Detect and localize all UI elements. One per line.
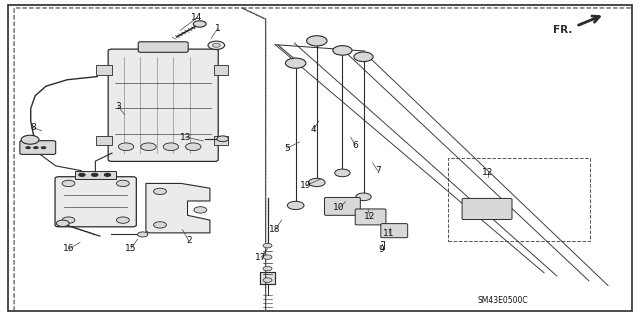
FancyBboxPatch shape <box>381 224 408 238</box>
Text: 5: 5 <box>284 144 289 153</box>
Circle shape <box>62 180 75 187</box>
FancyBboxPatch shape <box>355 209 386 225</box>
Circle shape <box>21 135 39 144</box>
Circle shape <box>92 173 98 176</box>
FancyBboxPatch shape <box>20 141 56 154</box>
Circle shape <box>193 21 206 27</box>
Circle shape <box>141 143 156 151</box>
Circle shape <box>33 146 38 149</box>
Circle shape <box>356 193 371 201</box>
Bar <box>214 136 228 145</box>
Circle shape <box>287 201 304 210</box>
Circle shape <box>79 173 85 176</box>
Bar <box>75 171 116 179</box>
Circle shape <box>118 143 134 151</box>
Circle shape <box>56 220 69 226</box>
Text: 7: 7 <box>375 166 380 175</box>
Circle shape <box>208 41 225 49</box>
Text: 6: 6 <box>353 141 358 150</box>
Circle shape <box>217 136 228 142</box>
Circle shape <box>263 243 272 248</box>
Text: FR.: FR. <box>554 25 573 35</box>
Circle shape <box>154 188 166 195</box>
Text: 8: 8 <box>31 123 36 132</box>
Text: 9: 9 <box>378 245 383 254</box>
Circle shape <box>263 266 272 271</box>
Circle shape <box>186 143 201 151</box>
Text: 12: 12 <box>364 212 376 221</box>
Text: 14: 14 <box>191 13 203 22</box>
Circle shape <box>104 173 111 176</box>
Circle shape <box>307 36 327 46</box>
Bar <box>448 158 590 241</box>
Circle shape <box>285 58 306 68</box>
Circle shape <box>116 180 129 187</box>
Bar <box>214 65 228 75</box>
Text: 3: 3 <box>116 102 121 111</box>
Text: SM43E0500C: SM43E0500C <box>477 296 528 305</box>
Text: 13: 13 <box>180 133 191 142</box>
Text: 19: 19 <box>300 181 312 190</box>
Text: 4: 4 <box>311 125 316 134</box>
FancyBboxPatch shape <box>324 197 360 215</box>
FancyBboxPatch shape <box>138 42 188 52</box>
Circle shape <box>41 146 46 149</box>
Text: 17: 17 <box>255 253 267 262</box>
Text: 12: 12 <box>482 168 493 177</box>
Circle shape <box>194 207 207 213</box>
Circle shape <box>212 43 220 47</box>
Circle shape <box>163 143 179 151</box>
Polygon shape <box>146 183 210 233</box>
Circle shape <box>116 217 129 223</box>
Text: 2: 2 <box>186 236 191 245</box>
Text: 18: 18 <box>269 225 281 234</box>
Bar <box>96 65 112 75</box>
Circle shape <box>62 217 75 223</box>
FancyBboxPatch shape <box>108 49 218 161</box>
Text: 11: 11 <box>383 229 395 238</box>
FancyBboxPatch shape <box>55 177 136 227</box>
Text: 15: 15 <box>125 244 137 253</box>
Circle shape <box>26 146 31 149</box>
Bar <box>96 136 112 145</box>
Text: 1: 1 <box>215 24 220 33</box>
Circle shape <box>263 278 272 282</box>
Circle shape <box>138 232 148 237</box>
FancyBboxPatch shape <box>462 198 512 219</box>
Circle shape <box>263 255 272 259</box>
Circle shape <box>333 46 352 55</box>
Text: 10: 10 <box>333 204 345 212</box>
Circle shape <box>354 52 373 62</box>
Circle shape <box>335 169 350 177</box>
Circle shape <box>308 178 325 187</box>
Circle shape <box>154 222 166 228</box>
Text: 16: 16 <box>63 244 75 253</box>
